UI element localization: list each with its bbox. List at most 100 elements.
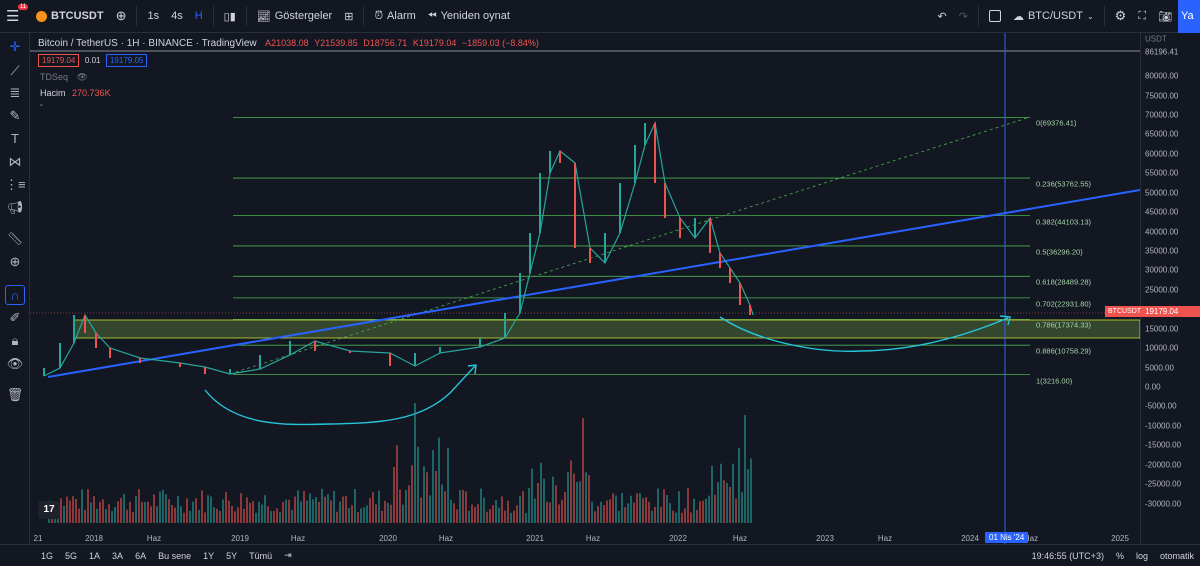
collapse-legend-button[interactable]: ⌃ bbox=[38, 103, 45, 112]
volume-bar bbox=[201, 490, 203, 523]
auto-toggle[interactable]: otomatik bbox=[1159, 550, 1194, 561]
range-6m[interactable]: 6A bbox=[135, 550, 147, 561]
volume-bar bbox=[96, 508, 98, 523]
sell-price[interactable]: 19179.04 bbox=[38, 54, 80, 67]
menu-button[interactable]: ☰ 11 bbox=[0, 0, 30, 33]
undo-button[interactable]: ↶ bbox=[932, 0, 953, 33]
magnet-tool[interactable]: ∩ bbox=[5, 285, 25, 305]
price-tick: 65000.00 bbox=[1145, 129, 1179, 139]
lock-tool[interactable]: 🔒︎ bbox=[5, 331, 25, 351]
volume-bar bbox=[222, 499, 224, 523]
volume-bar bbox=[615, 495, 617, 523]
range-5y[interactable]: 5Y bbox=[226, 550, 238, 561]
volume-bar bbox=[357, 512, 359, 523]
volume-bar bbox=[501, 496, 503, 523]
legend-title: Bitcoin / TetherUS · 1H · BINANCE · Trad… bbox=[38, 38, 257, 49]
time-tick: Haz bbox=[146, 534, 162, 543]
volume-bar bbox=[270, 511, 272, 523]
volume-bar bbox=[423, 466, 425, 523]
alarm-button[interactable]: ⏰︎ Alarm bbox=[368, 0, 421, 33]
remove-tool[interactable]: 🗑︎ bbox=[5, 385, 25, 405]
candle bbox=[644, 123, 646, 145]
candle bbox=[634, 145, 636, 183]
volume-bar bbox=[243, 508, 245, 523]
replay-button[interactable]: ⏪︎ Yeniden oynat bbox=[422, 0, 516, 33]
brush-tool[interactable]: ✎ bbox=[5, 106, 25, 126]
volume-bar bbox=[63, 505, 65, 523]
trend-line-tool[interactable]: ⟋ bbox=[5, 61, 25, 81]
publish-button[interactable]: Ya bbox=[1178, 0, 1200, 33]
volume-bar bbox=[459, 489, 461, 523]
volume-bar bbox=[381, 510, 383, 523]
hide-eye-icon[interactable]: 👁︎ bbox=[76, 72, 88, 82]
fib-tool[interactable]: ≣ bbox=[5, 83, 25, 103]
settings-button[interactable]: ⚙︎ bbox=[1109, 0, 1133, 33]
volume-bar bbox=[669, 503, 671, 523]
price-tick: 70000.00 bbox=[1145, 110, 1179, 120]
range-1m[interactable]: 1A bbox=[89, 550, 101, 561]
range-1y[interactable]: 1Y bbox=[203, 550, 215, 561]
annotation-tool[interactable]: 📢︎ bbox=[5, 198, 25, 218]
chart-type-button[interactable]: ▯▮ bbox=[218, 0, 242, 33]
volume-bar bbox=[633, 502, 635, 523]
candle bbox=[729, 268, 731, 283]
volume-bar bbox=[165, 494, 167, 523]
date-range-button[interactable]: ⇥ bbox=[278, 550, 298, 561]
stay-drawing-tool[interactable]: ✐ bbox=[5, 308, 25, 328]
fullscreen-button[interactable]: ⛶ bbox=[1132, 0, 1152, 33]
volume-bar bbox=[378, 490, 380, 523]
volume-bar bbox=[321, 488, 323, 523]
volume-bar bbox=[141, 502, 143, 523]
volume-bar bbox=[84, 509, 86, 523]
range-5d[interactable]: 5G bbox=[65, 550, 78, 561]
range-1d[interactable]: 1G bbox=[41, 550, 54, 561]
price-tick: 30000.00 bbox=[1145, 265, 1179, 275]
interval-4s[interactable]: 4s bbox=[171, 10, 183, 22]
range-all[interactable]: Tümü bbox=[249, 550, 273, 561]
volume-bar bbox=[435, 470, 437, 523]
interval-1s[interactable]: 1s bbox=[147, 10, 160, 22]
layouts-button[interactable]: ⊞ bbox=[338, 0, 359, 33]
volume-bar bbox=[537, 483, 539, 523]
snapshot-button[interactable]: 📷︎ bbox=[1152, 0, 1178, 33]
text-tool[interactable]: T bbox=[5, 129, 25, 149]
volume-bar bbox=[327, 494, 329, 523]
range-ytd[interactable]: Bu sene bbox=[158, 550, 192, 561]
dashed-trend-line bbox=[229, 116, 1031, 375]
volume-bar bbox=[66, 496, 68, 523]
prediction-icon: ⋮≡ bbox=[5, 177, 26, 192]
saved-layout-button[interactable]: ☁︎ BTC/USDT ⌄ bbox=[1007, 0, 1100, 33]
ruler-tool[interactable]: 📏︎ bbox=[5, 229, 25, 249]
volume-bar bbox=[180, 506, 182, 523]
volume-bar bbox=[336, 511, 338, 523]
prediction-tool[interactable]: ⋮≡ bbox=[5, 175, 26, 195]
range-3m[interactable]: 3A bbox=[112, 550, 124, 561]
volume-row: Hacim 270.736K bbox=[40, 88, 111, 98]
hide-tool[interactable]: 👁︎ bbox=[5, 354, 25, 374]
chart-pane[interactable]: Bitcoin / TetherUS · 1H · BINANCE · Trad… bbox=[30, 33, 1140, 548]
clock-display[interactable]: 19:46:55 (UTC+3) bbox=[1031, 550, 1104, 561]
indicators-button[interactable]: 📈︎ Göstergeler bbox=[251, 0, 338, 33]
candle bbox=[539, 173, 541, 233]
layout-button[interactable] bbox=[983, 0, 1007, 33]
price-chart[interactable] bbox=[30, 33, 1140, 548]
volume-bar bbox=[120, 497, 122, 523]
price-axis[interactable]: USDT 86196.41 80000.00 75000.00 70000.00 650… bbox=[1140, 33, 1200, 548]
volume-bar bbox=[135, 495, 137, 523]
volume-bar bbox=[597, 505, 599, 523]
redo-button[interactable]: ↷ bbox=[953, 0, 974, 33]
candle bbox=[549, 151, 551, 173]
percent-toggle[interactable]: % bbox=[1115, 550, 1124, 561]
candle bbox=[414, 353, 416, 366]
interval-h[interactable]: H bbox=[194, 10, 203, 22]
buy-price[interactable]: 19179.05 bbox=[105, 54, 148, 67]
price-tick: 25000.00 bbox=[1145, 285, 1179, 295]
symbol-search[interactable]: BTCUSDT bbox=[30, 0, 110, 33]
compare-button[interactable]: ⊕ bbox=[110, 0, 133, 33]
volume-bar bbox=[279, 512, 281, 523]
crosshair-tool[interactable]: ✛ bbox=[5, 37, 25, 57]
zoom-tool[interactable]: ⊕ bbox=[5, 252, 25, 272]
volume-bar bbox=[171, 504, 173, 523]
pattern-tool[interactable]: ⋈ bbox=[5, 152, 25, 172]
log-toggle[interactable]: log bbox=[1135, 550, 1148, 561]
